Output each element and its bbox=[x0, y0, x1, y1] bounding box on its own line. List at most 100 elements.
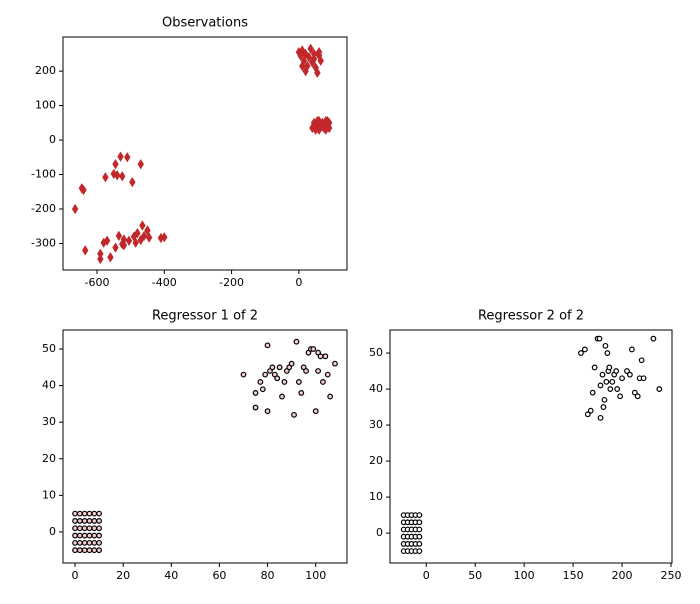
x-tick-label: 0 bbox=[295, 276, 302, 289]
point bbox=[299, 60, 306, 72]
point bbox=[86, 539, 93, 546]
point bbox=[315, 115, 323, 127]
point bbox=[119, 171, 126, 182]
point bbox=[81, 532, 88, 539]
point bbox=[322, 353, 329, 360]
x-tick-label: -200 bbox=[219, 276, 244, 289]
point bbox=[291, 411, 297, 418]
point bbox=[76, 518, 83, 524]
point bbox=[117, 151, 124, 162]
point bbox=[144, 225, 151, 236]
point bbox=[327, 393, 334, 400]
point bbox=[606, 364, 613, 371]
point bbox=[416, 526, 423, 533]
point bbox=[91, 532, 98, 539]
point bbox=[72, 525, 78, 532]
point bbox=[591, 364, 598, 371]
x-tick-label: 150 bbox=[563, 569, 584, 582]
point bbox=[76, 510, 83, 517]
y-tick-label: 20 bbox=[369, 454, 383, 467]
point bbox=[596, 335, 603, 342]
point bbox=[638, 357, 645, 364]
y-tick-label: 100 bbox=[35, 99, 56, 112]
point bbox=[161, 232, 168, 243]
point bbox=[96, 532, 103, 539]
point bbox=[288, 360, 295, 367]
point bbox=[314, 67, 321, 78]
axes-frame bbox=[62, 36, 348, 271]
y-tick-label: 10 bbox=[369, 490, 383, 503]
point bbox=[281, 379, 288, 385]
y-tick-label: -100 bbox=[31, 168, 56, 181]
point bbox=[145, 232, 153, 243]
point bbox=[319, 121, 326, 132]
point bbox=[124, 152, 131, 163]
point bbox=[125, 235, 133, 246]
point bbox=[276, 364, 283, 371]
point bbox=[307, 43, 314, 54]
point bbox=[240, 371, 247, 378]
y-tick-label: 0 bbox=[49, 525, 56, 538]
point bbox=[76, 525, 83, 532]
x-tick-label: 100 bbox=[514, 569, 535, 582]
point bbox=[257, 379, 264, 385]
point bbox=[91, 539, 98, 546]
point bbox=[132, 237, 139, 248]
y-tick-label: 40 bbox=[369, 382, 383, 395]
x-tick-label: 100 bbox=[305, 569, 326, 582]
point bbox=[315, 368, 322, 374]
point bbox=[81, 525, 88, 532]
y-tick-label: -200 bbox=[31, 202, 56, 215]
point bbox=[86, 525, 93, 532]
point bbox=[317, 353, 324, 360]
point bbox=[81, 510, 88, 517]
point bbox=[76, 547, 83, 554]
y-tick-label: 40 bbox=[42, 379, 56, 392]
point bbox=[604, 350, 611, 356]
point bbox=[416, 512, 423, 519]
point bbox=[81, 547, 88, 554]
point bbox=[72, 539, 78, 546]
x-tick-label: 40 bbox=[164, 569, 178, 582]
point bbox=[81, 539, 88, 546]
point bbox=[631, 389, 638, 396]
point bbox=[601, 396, 608, 403]
point bbox=[609, 378, 616, 385]
point bbox=[86, 510, 93, 517]
chart-title: Observations bbox=[162, 16, 248, 31]
chart-title: Regressor 2 of 2 bbox=[478, 309, 584, 324]
point bbox=[602, 342, 609, 349]
point bbox=[320, 379, 326, 385]
point bbox=[578, 350, 584, 356]
point bbox=[96, 525, 103, 532]
point bbox=[264, 408, 271, 415]
point bbox=[139, 220, 146, 231]
y-tick-label: 50 bbox=[369, 346, 383, 359]
y-tick-label: 0 bbox=[376, 526, 383, 539]
y-tick-label: 20 bbox=[42, 452, 56, 465]
point bbox=[86, 532, 93, 539]
point bbox=[613, 368, 620, 374]
point bbox=[325, 122, 333, 134]
point bbox=[96, 510, 103, 517]
point bbox=[332, 360, 338, 367]
point bbox=[603, 378, 610, 385]
point bbox=[581, 346, 588, 353]
point bbox=[72, 547, 78, 554]
point bbox=[91, 525, 98, 532]
point bbox=[597, 382, 604, 389]
point bbox=[107, 252, 114, 263]
point bbox=[305, 52, 313, 63]
x-tick-label: 60 bbox=[212, 569, 226, 582]
point bbox=[584, 411, 591, 418]
point bbox=[129, 176, 136, 188]
x-tick-label: 0 bbox=[423, 569, 430, 582]
point bbox=[617, 393, 624, 400]
point bbox=[302, 65, 309, 77]
point bbox=[310, 121, 318, 132]
point bbox=[134, 227, 141, 239]
point bbox=[624, 368, 630, 374]
point bbox=[97, 253, 104, 265]
point bbox=[96, 518, 103, 524]
